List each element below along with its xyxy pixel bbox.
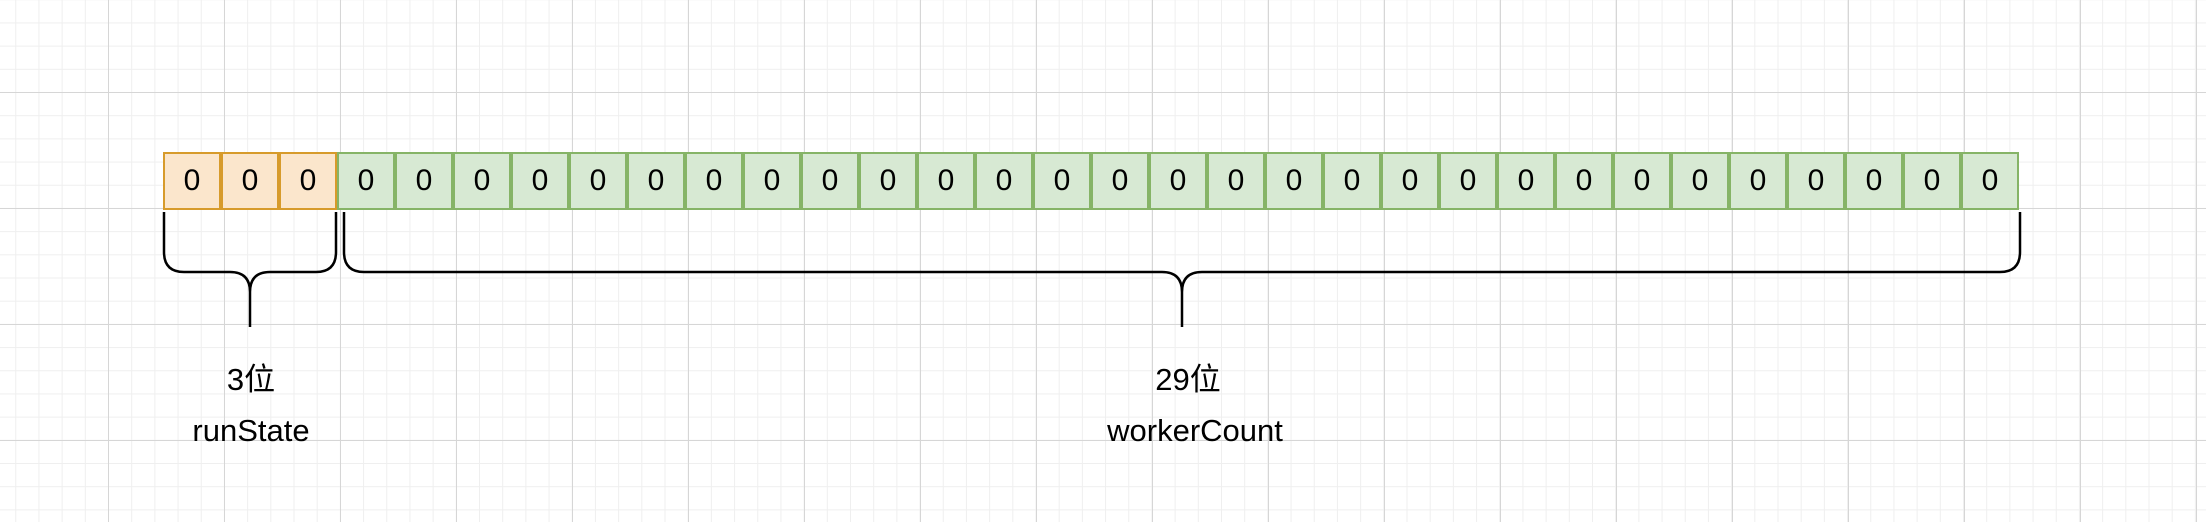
worker-count-bit-cell: 0 <box>1323 152 1381 210</box>
run-state-name: runState <box>192 413 310 448</box>
run-state-bit-cell: 0 <box>163 152 221 210</box>
run-state-bits-label: 3位 <box>226 362 276 397</box>
worker-count-bit-cell: 0 <box>801 152 859 210</box>
worker-count-bit-cell: 0 <box>685 152 743 210</box>
worker-count-bit-cell: 0 <box>975 152 1033 210</box>
worker-count-bit-cell: 0 <box>395 152 453 210</box>
worker-count-bit-cell: 0 <box>1497 152 1555 210</box>
worker-count-bit-cell: 0 <box>1439 152 1497 210</box>
worker-count-bit-cell: 0 <box>1787 152 1845 210</box>
worker-count-bit-cell: 0 <box>627 152 685 210</box>
worker-count-bit-cell: 0 <box>1265 152 1323 210</box>
worker-count-bit-cell: 0 <box>1033 152 1091 210</box>
worker-count-bit-cell: 0 <box>1845 152 1903 210</box>
worker-count-bit-cell: 0 <box>1555 152 1613 210</box>
worker-count-bit-cell: 0 <box>1961 152 2019 210</box>
worker-count-bit-cell: 0 <box>1091 152 1149 210</box>
worker-count-bit-cell: 0 <box>1613 152 1671 210</box>
worker-count-bit-cell: 0 <box>743 152 801 210</box>
run-state-brace <box>162 212 338 327</box>
worker-count-bit-cell: 0 <box>1149 152 1207 210</box>
worker-count-bit-cell: 0 <box>1207 152 1265 210</box>
worker-count-bit-cell: 0 <box>859 152 917 210</box>
worker-count-bit-cell: 0 <box>1671 152 1729 210</box>
worker-count-bit-cell: 0 <box>453 152 511 210</box>
worker-count-name: workerCount <box>1107 413 1283 448</box>
run-state-bit-cell: 0 <box>279 152 337 210</box>
worker-count-bits-label: 29位 <box>1155 362 1221 397</box>
worker-count-bit-cell: 0 <box>917 152 975 210</box>
worker-count-bit-cell: 0 <box>1729 152 1787 210</box>
worker-count-bit-cell: 0 <box>1903 152 1961 210</box>
worker-count-bit-cell: 0 <box>1381 152 1439 210</box>
worker-count-bit-cell: 0 <box>569 152 627 210</box>
worker-count-brace <box>342 212 2022 327</box>
worker-count-bit-cell: 0 <box>337 152 395 210</box>
run-state-bit-cell: 0 <box>221 152 279 210</box>
worker-count-bit-cell: 0 <box>511 152 569 210</box>
